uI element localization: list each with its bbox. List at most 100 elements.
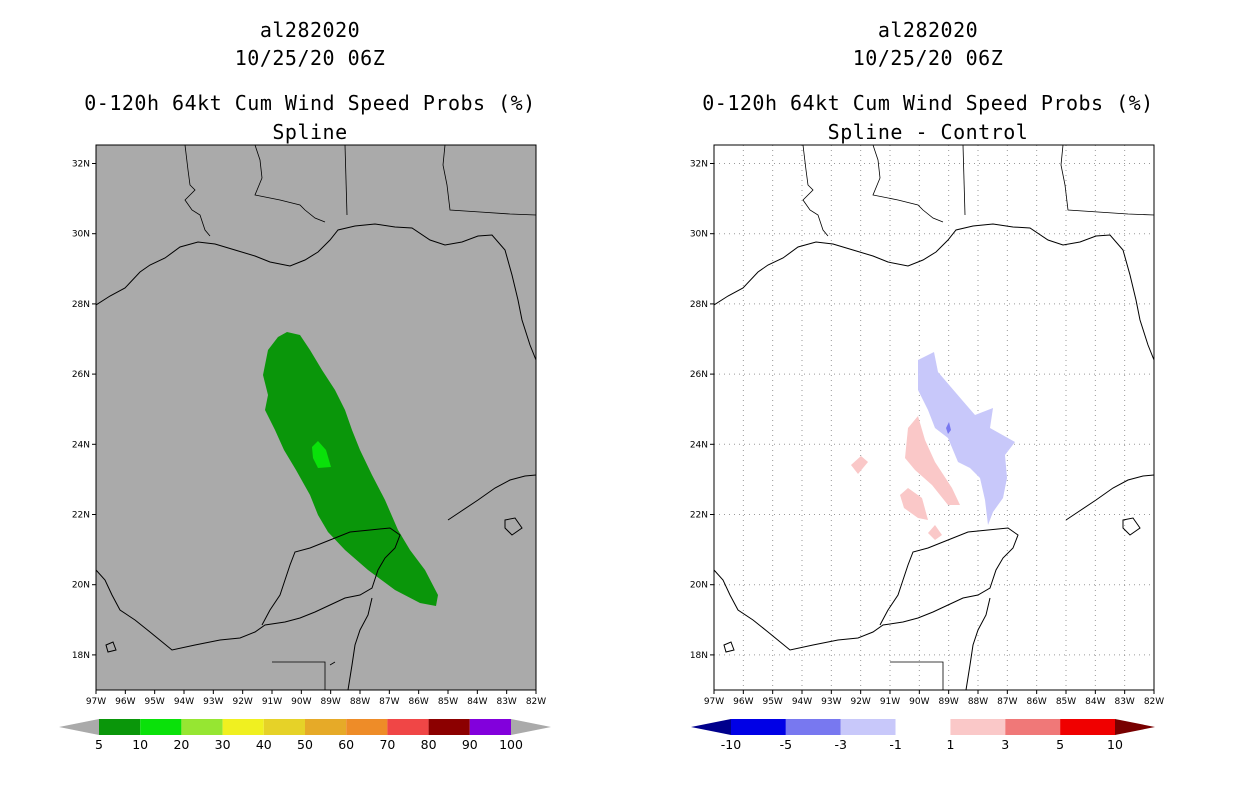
right-cb-label: -3 (834, 737, 846, 752)
right-lon-label: 95W (762, 697, 782, 707)
left-lon-label: 97W (86, 697, 106, 707)
right-datetime: 10/25/20 06Z (852, 46, 1004, 70)
right-lat-label: 30N (690, 230, 708, 240)
left-subtitle: Spline (272, 120, 348, 144)
left-cb-label: 20 (173, 737, 189, 752)
right-lon-label: 88W (968, 697, 988, 707)
right-lat-label: 26N (690, 370, 708, 380)
right-coastlines (714, 223, 1154, 690)
right-lon-label: 92W (850, 697, 870, 707)
right-diff-small-blue (946, 422, 951, 434)
left-cb-swatch (346, 719, 388, 735)
right-cb-label: 1 (946, 737, 954, 752)
right-lon-label: 97W (704, 697, 724, 707)
left-coastlines (96, 223, 536, 690)
right-gridlines (714, 145, 1154, 690)
left-lon-label: 87W (379, 697, 399, 707)
left-lon-label: 95W (144, 697, 164, 707)
left-lat-label: 20N (72, 581, 90, 591)
left-cb-label: 40 (256, 737, 272, 752)
right-lat-label: 20N (690, 581, 708, 591)
left-cb-swatch (387, 719, 429, 735)
right-subtitle: Spline - Control (827, 120, 1029, 144)
right-cb-label: -1 (889, 737, 901, 752)
right-diff-pos-area-4 (928, 525, 942, 540)
right-cb-label: 10 (1107, 737, 1123, 752)
left-cb-label: 60 (338, 737, 354, 752)
left-cb-swatch (222, 719, 264, 735)
right-colorbar: -10 -5 -3 -1 1 3 5 10 (691, 719, 1155, 752)
left-cb-swatch (305, 719, 347, 735)
left-colorbar: 5 10 20 30 40 50 60 70 80 90 100 (59, 719, 551, 752)
left-cb-over-arrow (511, 719, 551, 735)
left-cb-swatch (140, 719, 182, 735)
right-lon-label: 82W (1144, 697, 1164, 707)
left-cb-swatch (263, 719, 305, 735)
left-lon-label: 91W (262, 697, 282, 707)
left-storm-id: al282020 (259, 18, 361, 42)
right-cb-swatch (1060, 719, 1115, 735)
right-lat-label: 22N (690, 511, 708, 521)
left-lon-label: 92W (232, 697, 252, 707)
right-cb-label: -5 (780, 737, 792, 752)
right-lon-label: 85W (1056, 697, 1076, 707)
left-borders (184, 145, 536, 690)
right-lon-label: 90W (909, 697, 929, 707)
left-cb-label: 10 (132, 737, 148, 752)
left-lat-label: 24N (72, 440, 90, 450)
right-map: 32N 30N 28N 26N 24N 22N 20N 18N 97W 96W 95W 94W 93W… (690, 144, 1164, 707)
left-product-title: 0-120h 64kt Cum Wind Speed Probs (%) (84, 91, 536, 115)
left-lon-label: 93W (203, 697, 223, 707)
left-lon-label: 82W (526, 697, 546, 707)
right-lat-label: 24N (690, 440, 708, 450)
right-lon-label: 93W (821, 697, 841, 707)
left-lat-label: 32N (72, 160, 90, 170)
left-lon-label: 84W (467, 697, 487, 707)
right-lon-label: 84W (1085, 697, 1105, 707)
left-cb-label: 70 (379, 737, 395, 752)
left-cb-label: 50 (297, 737, 313, 752)
left-lat-axis: 32N 30N 28N 26N 24N 22N 20N 18N (72, 160, 96, 661)
right-cb-label: -10 (721, 737, 741, 752)
left-lon-label: 94W (174, 697, 194, 707)
right-lon-label: 87W (997, 697, 1017, 707)
left-cb-swatch (181, 719, 223, 735)
left-cb-label: 90 (462, 737, 478, 752)
left-lon-label: 83W (496, 697, 516, 707)
left-lon-label: 85W (438, 697, 458, 707)
left-lat-label: 30N (72, 230, 90, 240)
right-lon-label: 89W (938, 697, 958, 707)
left-cb-label: 80 (421, 737, 437, 752)
left-prob-10-20-area (312, 441, 331, 468)
right-diff-pos-area-1 (905, 416, 960, 505)
left-lon-label: 89W (320, 697, 340, 707)
right-diff-pos-area-3 (851, 456, 868, 474)
left-lat-label: 22N (72, 511, 90, 521)
left-cb-label: 30 (215, 737, 231, 752)
left-lon-label: 90W (291, 697, 311, 707)
right-product-title: 0-120h 64kt Cum Wind Speed Probs (%) (702, 91, 1154, 115)
right-lon-label: 94W (792, 697, 812, 707)
right-diff-neg-area (918, 352, 1015, 525)
left-lon-label: 88W (350, 697, 370, 707)
left-lat-label: 26N (72, 370, 90, 380)
right-cb-label: 3 (1001, 737, 1009, 752)
left-cb-swatch (428, 719, 470, 735)
right-storm-id: al282020 (877, 18, 979, 42)
right-lat-axis: 32N 30N 28N 26N 24N 22N 20N 18N (690, 160, 714, 661)
right-lon-axis: 97W 96W 95W 94W 93W 92W 91W 90W 89W 88W 87W 86W 85W 8… (704, 690, 1164, 707)
left-lat-label: 18N (72, 651, 90, 661)
right-lon-label: 83W (1114, 697, 1134, 707)
right-cb-swatch (1005, 719, 1061, 735)
left-map: 32N 30N 28N 26N 24N 22N 20N 18N 97W 96W 95W 94W 93W… (72, 144, 546, 707)
right-borders (802, 145, 1154, 690)
left-cb-under-arrow (59, 719, 99, 735)
right-lat-label: 32N (690, 160, 708, 170)
right-cb-over-arrow (1115, 719, 1155, 735)
right-cb-swatch (895, 719, 951, 735)
right-lat-label: 28N (690, 300, 708, 310)
left-datetime: 10/25/20 06Z (234, 46, 386, 70)
left-lon-axis: 97W 96W 95W 94W 93W 92W 91W 90W 89W 88W 87W 86W 85W 8… (86, 690, 546, 707)
left-cb-label: 100 (499, 737, 523, 752)
left-lon-label: 96W (115, 697, 135, 707)
